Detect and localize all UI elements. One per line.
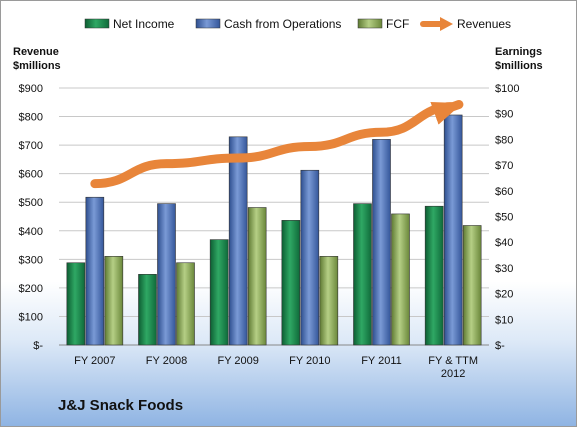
left-tick-label: $-: [33, 340, 43, 352]
line-layer: [90, 100, 464, 189]
category-label: FY 2010: [289, 355, 330, 367]
bar-cash-from-operations: [85, 196, 105, 346]
bar-fcf: [391, 213, 410, 346]
bar-net-income: [66, 262, 86, 346]
bar-cash-from-operations: [228, 136, 248, 346]
legend-label: Revenues: [457, 17, 511, 31]
bar-fcf: [319, 256, 339, 346]
bar-fcf: [104, 256, 124, 346]
bar-fcf: [247, 207, 267, 346]
category-label: FY 2007: [74, 355, 115, 367]
right-tick-label: $20: [495, 289, 513, 301]
legend-swatch: [357, 18, 383, 29]
left-axis-title: Revenue $millions: [13, 45, 61, 73]
bar-fcf: [462, 225, 482, 346]
category-label: FY 2011: [361, 355, 402, 367]
left-tick-label: $100: [19, 311, 43, 323]
bar-net-income: [353, 203, 372, 346]
right-tick-label: $40: [495, 237, 513, 249]
left-tick-label: $200: [19, 283, 43, 295]
category-label: FY & TTM 2012: [428, 355, 478, 380]
left-axis-title-line-1: Revenue: [13, 46, 59, 58]
bar-cash-from-operations: [372, 139, 391, 346]
left-axis-title-line-2: $millions: [13, 60, 61, 72]
legend-layer: Net Income Cash from Operations FCF Revenue…: [84, 17, 511, 31]
bar-fcf: [176, 262, 195, 346]
tick-layer: $- $100 $200 $300 $400 $500 $600 $700 $800 $900 $-…: [19, 83, 520, 380]
bar-net-income: [281, 220, 301, 346]
category-label-line: FY 2011: [361, 355, 402, 367]
legend-arrow-icon: [440, 17, 453, 31]
left-tick-label: $300: [19, 254, 43, 266]
category-label: FY 2009: [217, 355, 258, 367]
left-tick-label: $900: [19, 83, 43, 95]
right-tick-label: $90: [495, 109, 513, 121]
right-tick-label: $70: [495, 160, 513, 172]
right-tick-label: $50: [495, 212, 513, 224]
left-tick-label: $500: [19, 197, 43, 209]
left-tick-label: $600: [19, 169, 43, 181]
right-axis-title: Earnings $millions: [495, 45, 543, 73]
left-tick-label: $800: [19, 112, 43, 124]
bar-cash-from-operations: [300, 169, 320, 346]
right-tick-label: $80: [495, 134, 513, 146]
chart-title: J&J Snack Foods: [58, 397, 184, 414]
left-tick-label: $700: [19, 140, 43, 152]
bar-net-income: [424, 205, 444, 346]
category-label-line: 2012: [441, 368, 465, 380]
right-tick-label: $100: [495, 83, 519, 95]
left-tick-label: $400: [19, 226, 43, 238]
category-label-line: FY 2010: [289, 355, 330, 367]
category-label-line: FY 2008: [146, 355, 187, 367]
right-tick-label: $30: [495, 263, 513, 275]
right-tick-label: $10: [495, 314, 513, 326]
category-label-line: FY & TTM: [428, 355, 478, 367]
right-tick-label: $-: [495, 340, 505, 352]
legend-swatch: [84, 18, 110, 29]
legend-swatch: [195, 18, 221, 29]
category-label-line: FY 2009: [217, 355, 258, 367]
bar-layer: [66, 114, 482, 346]
category-label-line: FY 2007: [74, 355, 115, 367]
legend-label: Cash from Operations: [224, 17, 341, 31]
legend-label: FCF: [386, 17, 409, 31]
grid-layer: [59, 87, 489, 346]
legend-label: Net Income: [113, 17, 175, 31]
bar-net-income: [138, 274, 157, 346]
right-axis-title-line-2: $millions: [495, 60, 543, 72]
bar-net-income: [209, 239, 229, 346]
revenue-line: [90, 100, 464, 189]
right-tick-label: $60: [495, 186, 513, 198]
right-axis-title-line-1: Earnings: [495, 46, 543, 58]
category-label: FY 2008: [146, 355, 187, 367]
bar-cash-from-operations: [443, 114, 463, 346]
bar-cash-from-operations: [157, 203, 176, 346]
